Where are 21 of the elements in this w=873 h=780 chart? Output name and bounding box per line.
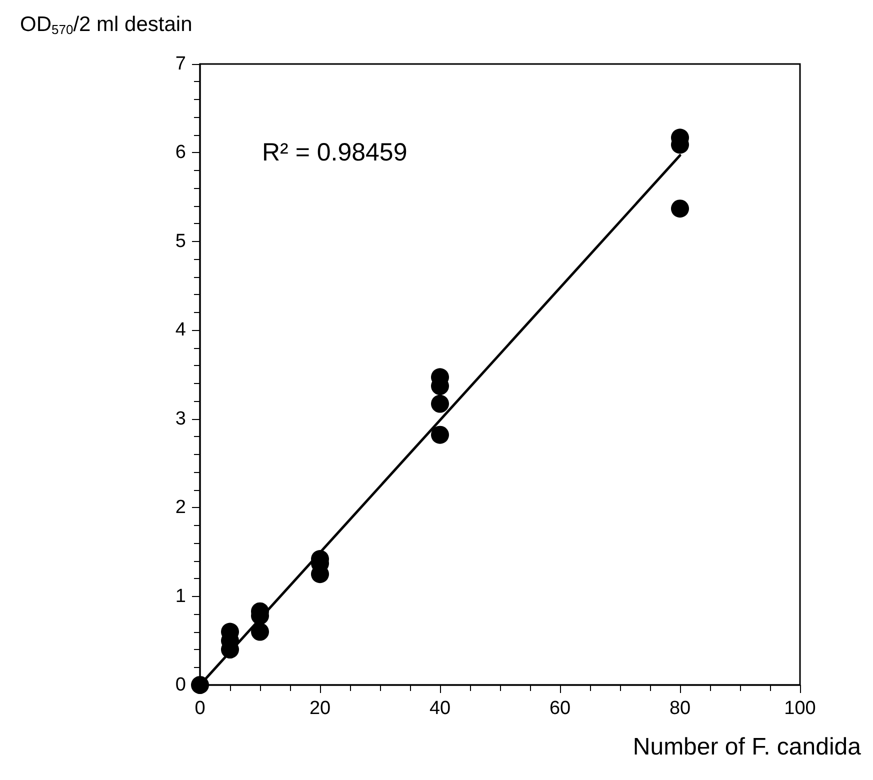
x-axis-title: Number of F. candida [632,734,862,760]
point [191,676,209,694]
y-tick-label: 4 [175,320,186,341]
x-tick-label: 100 [784,698,816,719]
y-tick-label: 7 [175,54,186,74]
x-tick-label: 60 [549,698,571,719]
y-tick-label: 0 [175,674,186,696]
point [671,200,689,218]
y-tick-label: 1 [175,586,186,607]
y-tick-label: 2 [175,497,186,518]
point [431,394,449,413]
y-tick-label: 5 [175,230,186,252]
y-tick-label: 3 [175,408,186,430]
x-tick-label: 40 [429,698,451,719]
x-tick-label: 20 [309,698,331,719]
y-tick-label: 6 [175,142,186,164]
point [431,426,449,444]
annotation: R² = 0.98459 [262,138,408,166]
point [251,622,269,641]
x-tick-label: 80 [669,698,691,719]
x-tick-label: 0 [194,698,206,719]
